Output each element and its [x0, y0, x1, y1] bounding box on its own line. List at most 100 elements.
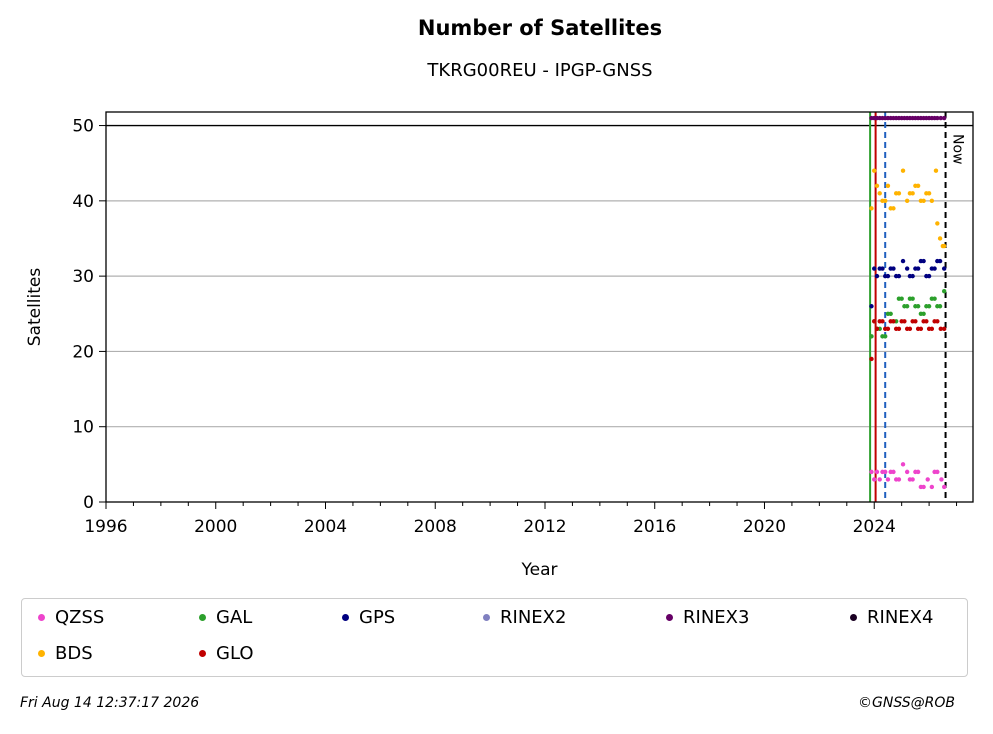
data-point-gps — [896, 273, 902, 279]
data-point-bds — [941, 243, 947, 249]
data-point-glo — [907, 326, 913, 332]
data-point-qzss — [904, 469, 910, 475]
legend-label: BDS — [55, 643, 93, 664]
legend-label: RINEX2 — [500, 607, 567, 628]
x-tick-label: 2016 — [633, 517, 676, 537]
data-point-qzss — [925, 477, 930, 482]
data-point-qzss — [883, 469, 888, 475]
data-point-qzss — [941, 484, 947, 490]
legend-label: RINEX4 — [867, 607, 934, 628]
x-tick-label: 2020 — [743, 517, 786, 537]
y-tick-label: 30 — [72, 267, 94, 287]
x-tick-label: 1996 — [84, 517, 127, 537]
data-point-qzss — [929, 484, 935, 490]
data-point-gal — [904, 304, 910, 309]
footer-timestamp: Fri Aug 14 12:37:17 2026 — [20, 695, 200, 711]
data-point-gal — [899, 296, 904, 301]
data-point-bds — [877, 191, 882, 196]
data-point-glo — [929, 326, 935, 332]
data-point-gps — [904, 266, 910, 271]
now-label: Now — [950, 134, 966, 165]
chart-subtitle: TKRG00REU - IPGP-GNSS — [427, 60, 653, 81]
data-point-gal — [921, 311, 926, 316]
x-tick-label: 2000 — [194, 517, 237, 537]
data-point-qzss — [877, 477, 882, 482]
y-tick-label: 0 — [83, 493, 94, 513]
data-point-bds — [885, 183, 891, 188]
x-tick-label: 2012 — [523, 517, 566, 537]
data-point-gps — [921, 258, 926, 264]
legend-marker-qzss — [38, 614, 45, 621]
data-point-qzss — [900, 462, 906, 467]
data-point-bds — [904, 198, 910, 204]
data-point-gal — [941, 288, 947, 294]
data-point-bds — [896, 191, 902, 196]
data-point-qzss — [910, 477, 915, 482]
data-point-gal — [932, 296, 937, 301]
data-point-qzss — [885, 477, 891, 482]
data-point-qzss — [915, 469, 921, 475]
data-point-glo — [935, 319, 940, 324]
data-point-gal — [869, 334, 874, 339]
data-point-gal — [926, 304, 932, 309]
data-point-qzss — [921, 484, 926, 490]
data-point-qzss — [891, 469, 896, 475]
data-point-gal — [883, 334, 888, 339]
data-point-glo — [924, 319, 929, 324]
satellites-chart: Now 1996 2000 2004 2008 2012 2016 2020 2024 0 10 20… — [25, 111, 974, 580]
data-point-rinex3 — [935, 115, 940, 121]
data-point-gal — [915, 304, 921, 309]
data-point-glo — [938, 326, 943, 332]
data-point-qzss — [896, 477, 902, 482]
x-axis-label: Year — [521, 560, 558, 580]
y-tick-label: 10 — [72, 418, 94, 438]
data-point-bds — [910, 191, 915, 196]
y-tick-label: 20 — [72, 342, 94, 362]
data-point-glo — [891, 319, 896, 324]
data-point-gps — [932, 266, 937, 271]
data-point-gps — [869, 304, 874, 309]
data-point-glo — [874, 326, 880, 332]
data-point-gps — [910, 273, 915, 279]
legend-label: QZSS — [55, 607, 105, 628]
y-axis-label: Satellites — [25, 268, 45, 347]
data-point-bds — [915, 183, 921, 188]
legend-label: GAL — [216, 607, 253, 628]
data-point-bds — [874, 183, 880, 188]
data-point-gps — [937, 258, 943, 264]
data-point-qzss — [874, 469, 880, 475]
data-point-qzss — [869, 469, 874, 475]
data-point-bds — [929, 198, 935, 204]
data-point-bds — [883, 198, 888, 204]
x-tick-label: 2004 — [304, 517, 347, 537]
data-point-bds — [933, 168, 939, 173]
data-point-bds — [891, 206, 896, 211]
legend-marker-rinex2 — [483, 614, 490, 621]
legend-marker-rinex3 — [666, 614, 673, 621]
data-point-qzss — [939, 477, 944, 482]
data-point-bds — [935, 221, 940, 226]
data-point-gps — [885, 273, 891, 279]
data-point-glo — [872, 319, 877, 324]
data-point-gal — [888, 311, 893, 316]
data-point-bds — [900, 168, 906, 173]
data-point-qzss — [872, 477, 877, 482]
data-point-bds — [937, 236, 943, 241]
data-point-bds — [921, 198, 926, 204]
legend-marker-bds — [38, 650, 45, 657]
data-point-glo — [896, 326, 902, 332]
data-point-bds — [869, 206, 874, 211]
data-point-gps — [915, 266, 921, 271]
data-point-glo — [913, 319, 918, 324]
data-point-rinex3 — [938, 115, 943, 121]
data-point-glo — [918, 326, 924, 332]
data-point-glo — [885, 326, 891, 332]
data-point-glo — [869, 356, 874, 362]
footer-credit: ©GNSS@ROB — [858, 695, 955, 711]
legend-marker-gal — [199, 614, 206, 621]
chart-title: Number of Satellites — [417, 16, 663, 40]
data-point-gps — [880, 266, 885, 271]
data-point-gps — [891, 266, 896, 271]
data-point-gps — [941, 266, 947, 271]
data-point-glo — [902, 319, 907, 324]
